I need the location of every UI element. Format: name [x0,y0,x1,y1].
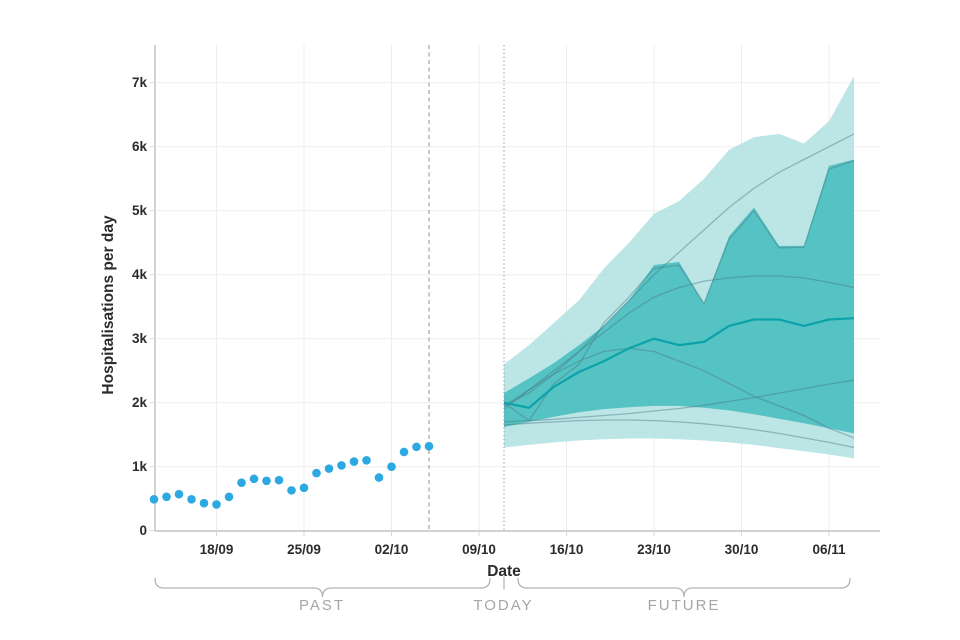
observed-point [274,475,284,485]
observed-point [399,447,409,457]
reference-vlines [428,45,505,531]
observed-point [349,457,359,466]
observed-point [362,456,371,465]
observed-point [262,476,271,486]
x-tick-label: 02/10 [375,542,409,557]
observed-point [162,492,171,502]
axes [149,45,880,537]
observed-points [149,441,434,509]
observed-point [187,495,196,504]
y-tick-label: 6k [132,139,148,154]
future-label: FUTURE [648,597,721,614]
observed-point [199,498,209,508]
timeline-annotations: PAST TODAY FUTURE [154,576,851,614]
observed-point [374,473,384,482]
observed-point [337,461,346,470]
x-tick-label: 25/09 [287,542,321,557]
x-tick-label: 23/10 [637,542,671,557]
observed-point [149,495,159,504]
x-tick-label: 09/10 [462,542,496,557]
y-tick-label: 1k [132,459,148,474]
x-axis-label: Date [487,563,521,580]
past-label: PAST [299,597,345,614]
observed-point [237,478,246,488]
y-axis-label: Hospitalisations per day [100,215,117,395]
observed-point [287,486,296,495]
observed-point [312,468,321,478]
y-tick-label: 5k [132,203,148,218]
observed-point [424,441,434,451]
observed-point [324,464,334,473]
y-tick-label: 4k [132,267,148,282]
forecast-fan [503,76,855,459]
y-tick-label: 7k [132,75,148,90]
today-label: TODAY [473,597,533,614]
y-tick-labels: 0 1k 2k 3k 4k 5k 6k 7k [132,75,148,538]
x-tick-labels: 18/09 25/09 02/10 09/10 16/10 23/10 30/10 06/11 [200,542,846,557]
x-tick-label: 16/10 [550,542,584,557]
observed-point [387,462,396,472]
observed-point [299,483,309,493]
x-tick-label: 30/10 [725,542,759,557]
observed-point [212,500,221,509]
observed-point [249,474,259,484]
y-tick-label: 3k [132,331,148,346]
y-tick-label: 0 [139,523,147,538]
observed-point [174,489,184,499]
x-tick-label: 18/09 [200,542,234,557]
x-tick-label: 06/11 [812,542,846,557]
observed-point [224,492,234,502]
observed-point [412,442,421,452]
timeline-braces [154,576,851,598]
y-tick-label: 2k [132,395,148,410]
